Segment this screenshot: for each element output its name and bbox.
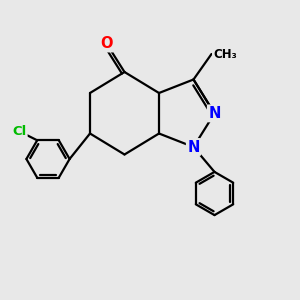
Text: Cl: Cl [12, 125, 26, 138]
Text: O: O [100, 36, 113, 51]
Text: N: N [187, 140, 200, 154]
Text: N: N [208, 106, 221, 121]
Text: CH₃: CH₃ [213, 47, 237, 61]
